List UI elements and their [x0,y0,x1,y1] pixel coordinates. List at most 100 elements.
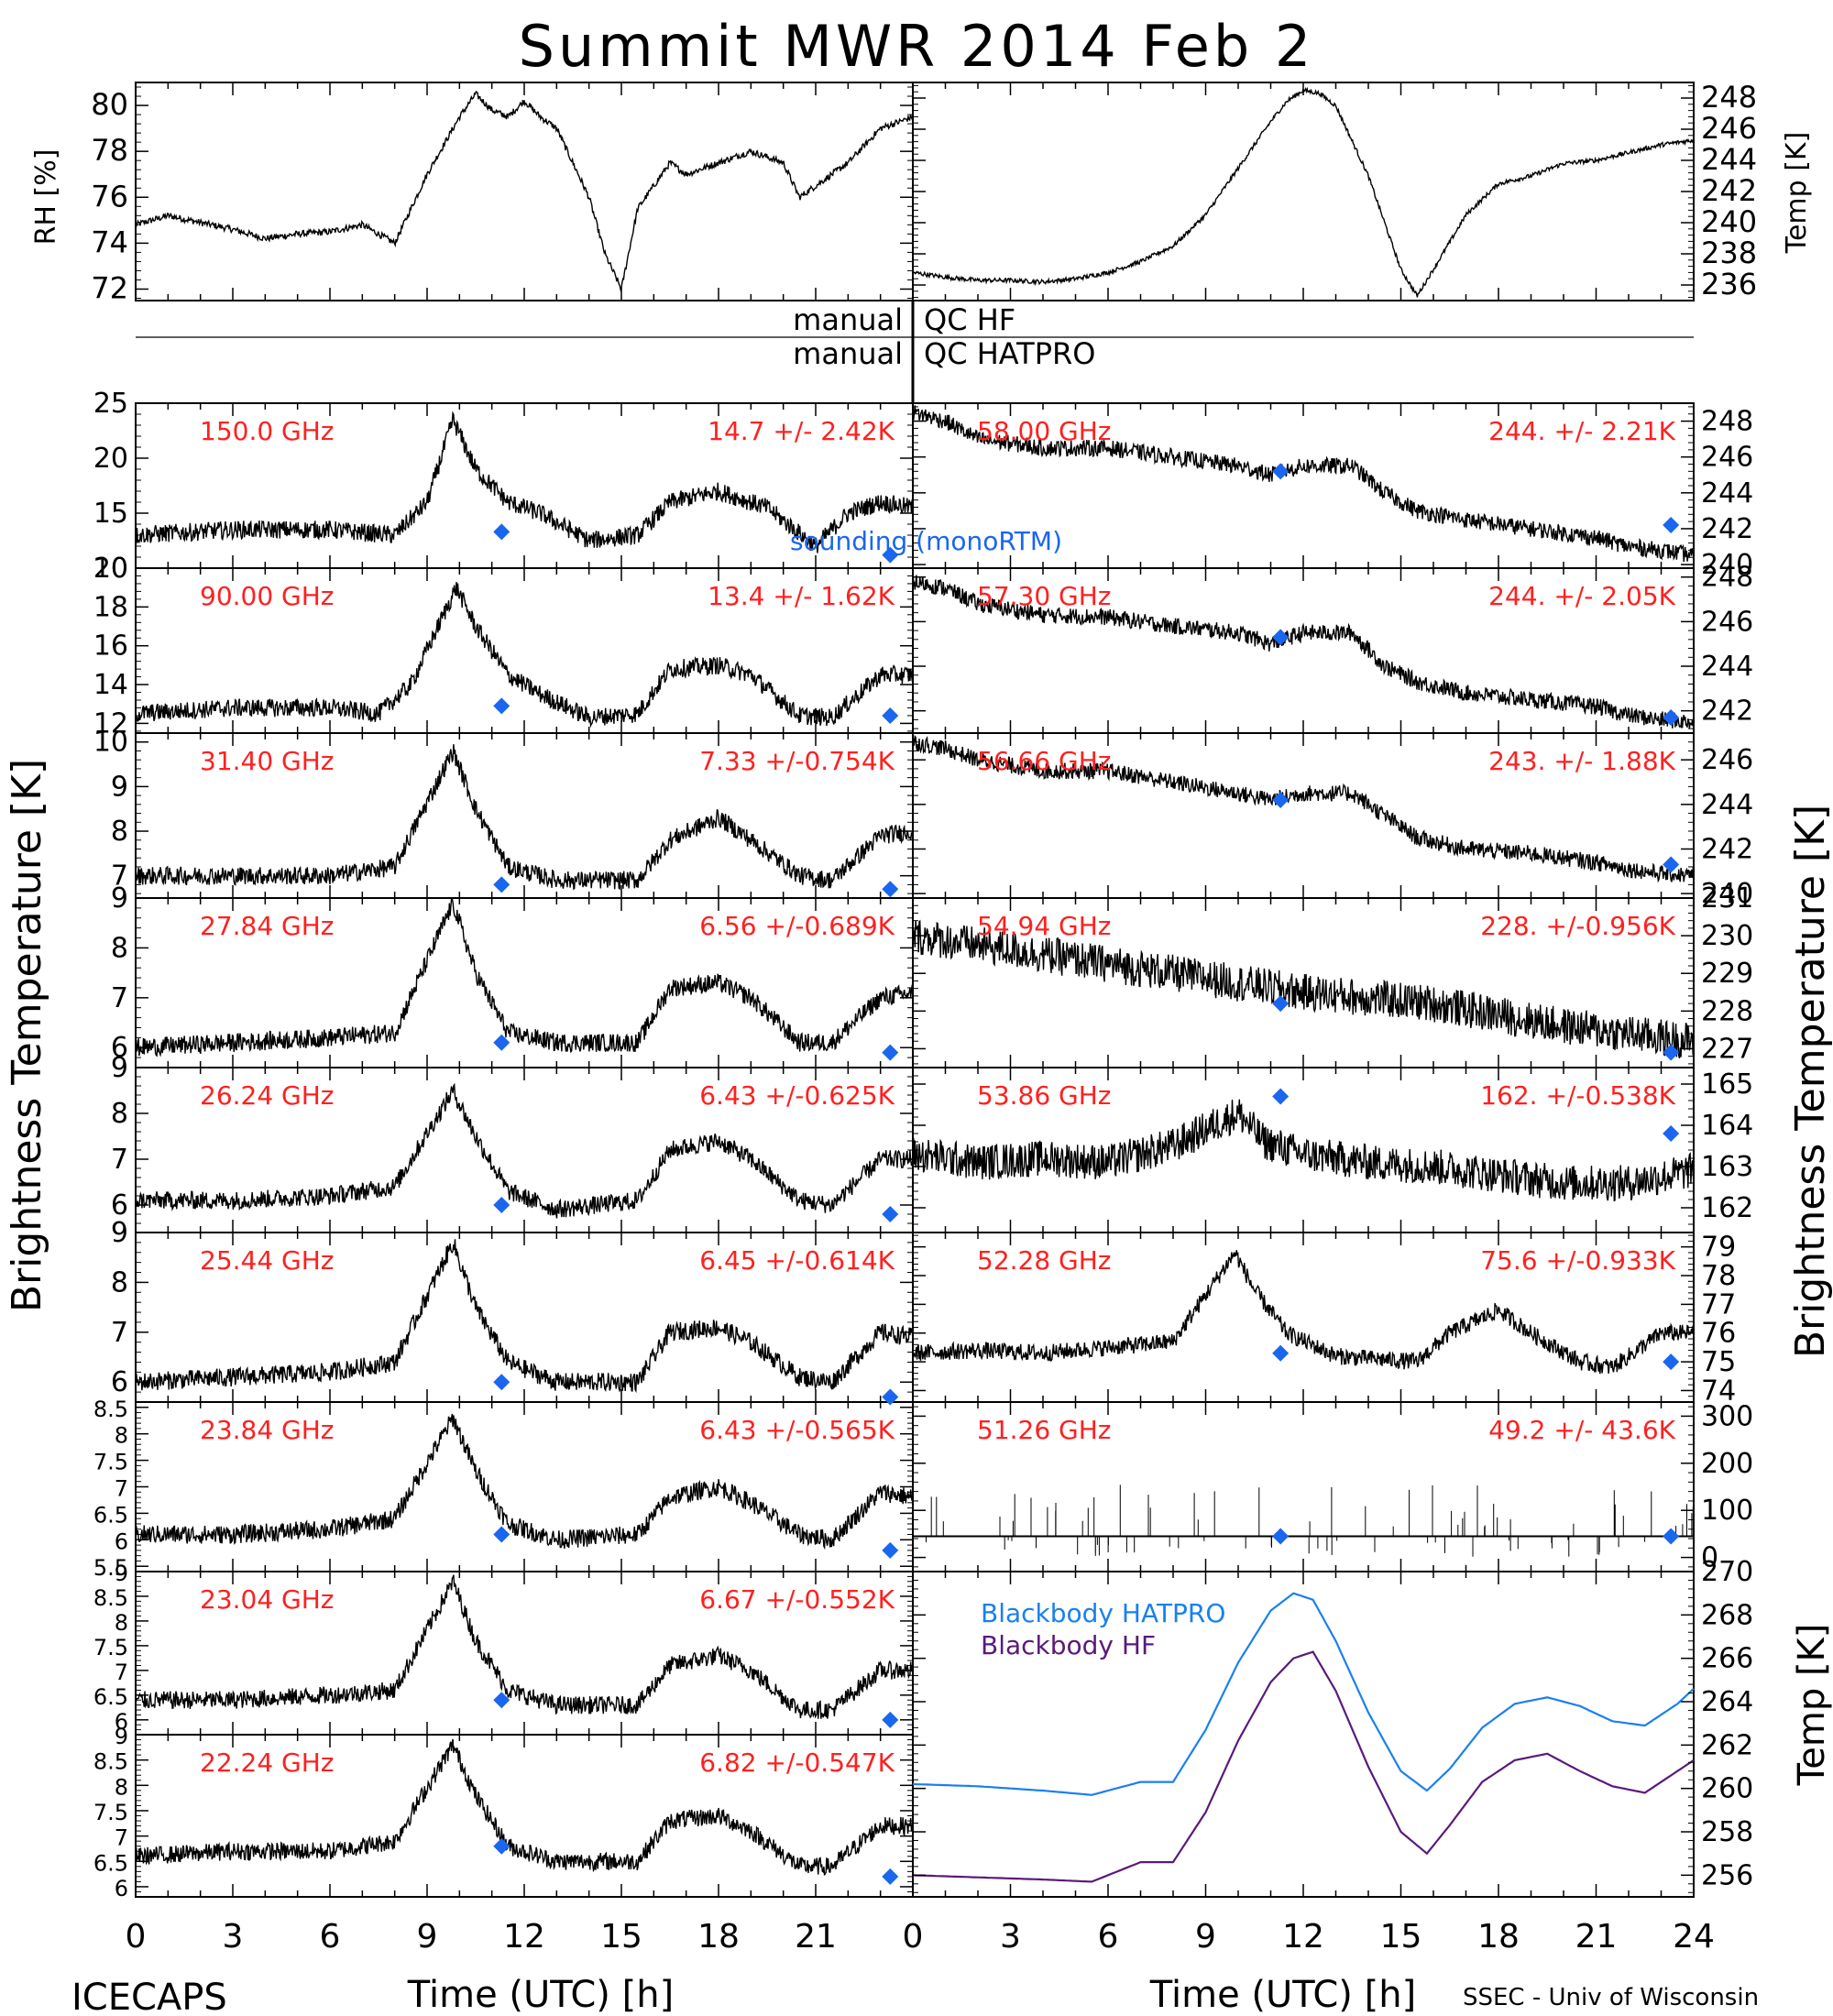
sounding-label: sounding (monoRTM) [790,526,1062,556]
y-tick-label: 9 [115,1724,128,1749]
y-tick-label: 12 [93,707,128,740]
y-tick-label: 162 [1701,1192,1753,1224]
channel-stat: 6.45 +/-0.614K [699,1245,895,1276]
x-tick-label: 6 [1098,1918,1119,1956]
sounding-marker [1272,791,1290,808]
y-tick-label: 25 [93,388,128,420]
data-spikes-51.26 [926,1485,1694,1557]
y-tick-label: 6 [111,1189,128,1222]
data-trace-27.84 [135,898,914,1057]
channel-stat: 228. +/-0.956K [1480,911,1675,941]
data-trace-150.0 [135,411,914,553]
y-tick-label: 78 [1701,1260,1736,1292]
channel-label: 57.30 GHz [977,581,1112,611]
y-tick-label: 240 [1701,549,1753,581]
panel-frames [135,82,1695,1898]
sounding-marker [1663,1353,1680,1371]
y-tick-label: 15 [93,498,128,530]
y-tick-label: 7 [111,982,128,1014]
sounding-marker [882,1711,899,1728]
y-tick-label: 244 [1701,651,1753,683]
sounding-marker [882,1388,899,1406]
y-tick-label: 74 [1701,1375,1736,1407]
y-tick-label: 6 [115,1876,128,1901]
y-tick-label: 72 [91,270,128,305]
data-trace-57.30 [912,573,1695,729]
y-tick-label: 7.5 [93,1635,128,1660]
x-tick-label: 3 [1000,1918,1021,1956]
y-tick-label: 6 [111,1366,128,1398]
y-tick-label: 240 [1701,204,1757,239]
x-tick-label: 18 [697,1918,740,1956]
y-tick-label: 7 [111,860,128,893]
y-tick-label: 6 [115,1528,128,1554]
y-tick-label: 248 [1701,80,1757,115]
data-trace-22.24 [135,1738,914,1876]
channel-stat: 7.33 +/-0.754K [699,746,895,776]
y-tick-label: 262 [1701,1729,1753,1761]
channel-stat: 14.7 +/- 2.42K [708,416,895,446]
channel-label: 31.40 GHz [200,746,335,776]
x-axis-label-right: Time (UTC) [h] [1149,1974,1416,2016]
x-tick-label: 0 [903,1918,924,1956]
sounding-marker [882,1541,899,1559]
sounding-marker [1272,629,1290,646]
y-tick-label: 16 [93,630,128,663]
y-tick-label: 6.5 [93,1684,128,1710]
y-tick-label: 236 [1701,267,1757,301]
y-tick-label: 8.5 [93,1749,128,1775]
sounding-marker [493,523,510,541]
sounding-marker [493,1837,510,1855]
data-trace-23.04 [135,1574,914,1719]
sounding-marker [493,1034,510,1051]
data-trace-temp [912,86,1695,298]
x-tick-label: 3 [223,1918,244,1956]
channel-label: 56.66 GHz [977,746,1112,776]
data-trace-26.24 [135,1082,914,1219]
y-tick-label: 246 [1701,744,1753,776]
y-tick-label: 229 [1701,958,1753,990]
data-trace-23.84 [135,1413,914,1550]
y-tick-label: 7 [111,1144,128,1176]
data-trace-25.44 [135,1239,914,1394]
sounding-marker [1272,995,1290,1013]
y-tick-label: 6 [111,1032,128,1064]
sounding-marker [1272,1088,1290,1105]
sounding-marker [493,1197,510,1213]
sounding-marker [493,1374,510,1391]
y-tick-label: 246 [1701,606,1753,638]
y-tick-label: 242 [1701,833,1753,865]
y-tick-label: 230 [1701,920,1753,952]
y-tick-label: 256 [1701,1859,1753,1891]
channel-stat: 244. +/- 2.21K [1488,416,1675,446]
y-tick-label: 231 [1701,882,1753,915]
y-tick-label: 100 [1701,1495,1753,1527]
y-tick-label: 8 [111,816,128,848]
y-tick-label: 20 [93,443,128,475]
y-tick-label: 242 [1701,696,1753,728]
y-tick-label: 76 [91,179,128,214]
y-tick-label: 244 [1701,789,1753,821]
y-tick-label: 238 [1701,236,1757,270]
sounding-marker [1272,463,1290,480]
data-trace-90.00 [135,582,914,729]
sounding-marker [1272,1344,1290,1362]
temp-axis-label: Temp [K] [1781,132,1813,255]
y-tick-label: 163 [1701,1151,1753,1183]
y-tick-label: 242 [1701,173,1757,208]
y-tick-label: 8.5 [93,1585,128,1611]
qc-hf-label: QC HF [924,302,1015,337]
x-tick-label: 18 [1477,1918,1520,1956]
y-tick-label: 248 [1701,562,1753,594]
y-tick-label: 9 [111,1217,128,1249]
sounding-marker [882,1206,899,1222]
y-tick-label: 14 [93,669,128,701]
data-trace-56.66 [912,735,1695,883]
channel-label: 54.94 GHz [977,911,1112,941]
channel-label: 90.00 GHz [200,581,335,611]
channel-label: 23.04 GHz [200,1584,335,1615]
sounding-marker [493,697,510,715]
y-tick-label: 74 [91,225,128,259]
y-tick-label: 8 [115,1423,128,1449]
